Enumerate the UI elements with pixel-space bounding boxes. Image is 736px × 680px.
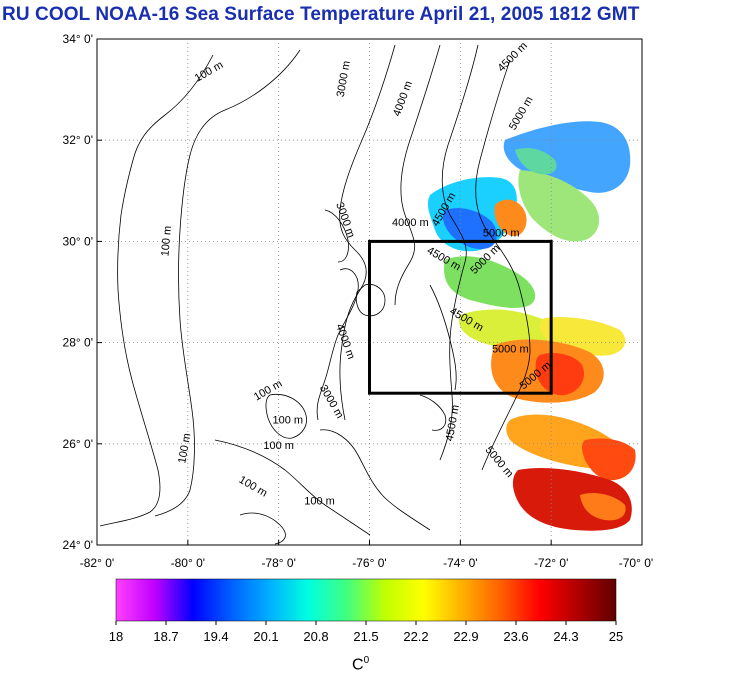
- longitude-label: -76° 0': [352, 556, 386, 570]
- bahamas-bank-3: [319, 429, 431, 531]
- latitude-label: 24° 0': [63, 538, 93, 552]
- sst-patch-warm-streak: [580, 493, 626, 521]
- sst-patch-south-red: [581, 438, 636, 481]
- bahamas-bank-6: [355, 283, 386, 317]
- bahamas-bank-4: [214, 439, 371, 536]
- islands-group: [419, 394, 447, 431]
- longitude-labels: -82° 0' -80° 0' -78° 0' -76° 0' -74° 0' -72° …: [80, 540, 653, 570]
- sst-patch-east-green: [518, 170, 600, 242]
- bahamas-bank-7: [324, 209, 349, 263]
- colorbar-tick-label: 24.3: [553, 629, 578, 644]
- latitude-label: 30° 0': [63, 234, 93, 248]
- colorbar-unit-label: C0: [352, 655, 369, 674]
- colorbar-tick-label: 18: [109, 629, 123, 644]
- longitude-label: -72° 0': [534, 556, 568, 570]
- longitude-label: -78° 0': [261, 556, 295, 570]
- coastline-us: [99, 54, 214, 527]
- longitude-label: -80° 0': [171, 556, 205, 570]
- study-area-box: [368, 239, 553, 395]
- colorbar-tick-label: 22.9: [453, 629, 478, 644]
- colorbar-tick-label: 20.8: [303, 629, 328, 644]
- contours: [99, 44, 531, 545]
- sst-field: [427, 121, 636, 531]
- latitude-label: 28° 0': [63, 336, 93, 350]
- unit-text: C: [352, 656, 364, 674]
- sst-patch-north-green-streak: [515, 148, 557, 175]
- contour-depth-label: 100 m: [176, 432, 193, 464]
- latitude-label: 26° 0': [63, 437, 93, 451]
- bahamas-bank-1: [316, 268, 359, 421]
- isobath-100m-shelf: [154, 49, 301, 517]
- isobath-4500m: [439, 44, 479, 461]
- contour-depth-label: 100 m: [272, 415, 303, 427]
- colorbar-tick-label: 22.2: [403, 629, 428, 644]
- colorbar: [115, 578, 617, 622]
- colorbar-tick-labels: 18 18.7 19.4 20.1 20.8 21.5 22.2 22.9 23.6 24.3 25: [109, 621, 623, 644]
- bahamas-bank-2: [265, 393, 307, 439]
- contour-depth-label: 100 m: [304, 496, 335, 508]
- sst-patch-red-core: [535, 353, 585, 396]
- contour-depth-label: 5000 m: [492, 344, 529, 356]
- latitude-label: 34° 0': [63, 32, 93, 46]
- colorbar-tick-label: 20.1: [253, 629, 278, 644]
- isobath-4000m: [394, 44, 441, 306]
- contour-depth-label: 4000 m: [392, 217, 429, 229]
- latitude-label: 32° 0': [63, 133, 93, 147]
- sst-patch-gulfstream-green: [444, 256, 536, 308]
- longitude-label: -82° 0': [80, 556, 114, 570]
- contour-depth-label: 100 m: [263, 440, 294, 452]
- contour-depth-label: 100 m: [159, 225, 174, 257]
- page-title: RU COOL NOAA-16 Sea Surface Temperature …: [2, 4, 640, 25]
- bahamas-bank-5: [239, 512, 286, 545]
- colorbar-tick-label: 21.5: [353, 629, 378, 644]
- longitude-label: -74° 0': [443, 556, 477, 570]
- colorbar-tick-label: 18.7: [153, 629, 178, 644]
- colorbar-tick-label: 25: [609, 629, 623, 644]
- colorbar-tick-label: 19.4: [203, 629, 228, 644]
- sst-patch-warm-north: [494, 199, 527, 237]
- isobath-5000m: [475, 59, 531, 471]
- reef-ridge: [429, 284, 457, 391]
- sst-patch-blue-core: [442, 208, 497, 250]
- longitude-label: -70° 0': [619, 556, 653, 570]
- colorbar-tick-label: 23.6: [503, 629, 528, 644]
- contour-depth-label: 5000 m: [483, 227, 520, 239]
- unit-superscript: 0: [363, 655, 370, 666]
- latitude-labels: 34° 0' 32° 0' 30° 0' 28° 0' 26° 0' 24° 0': [63, 32, 102, 552]
- isobath-3000m: [339, 44, 396, 421]
